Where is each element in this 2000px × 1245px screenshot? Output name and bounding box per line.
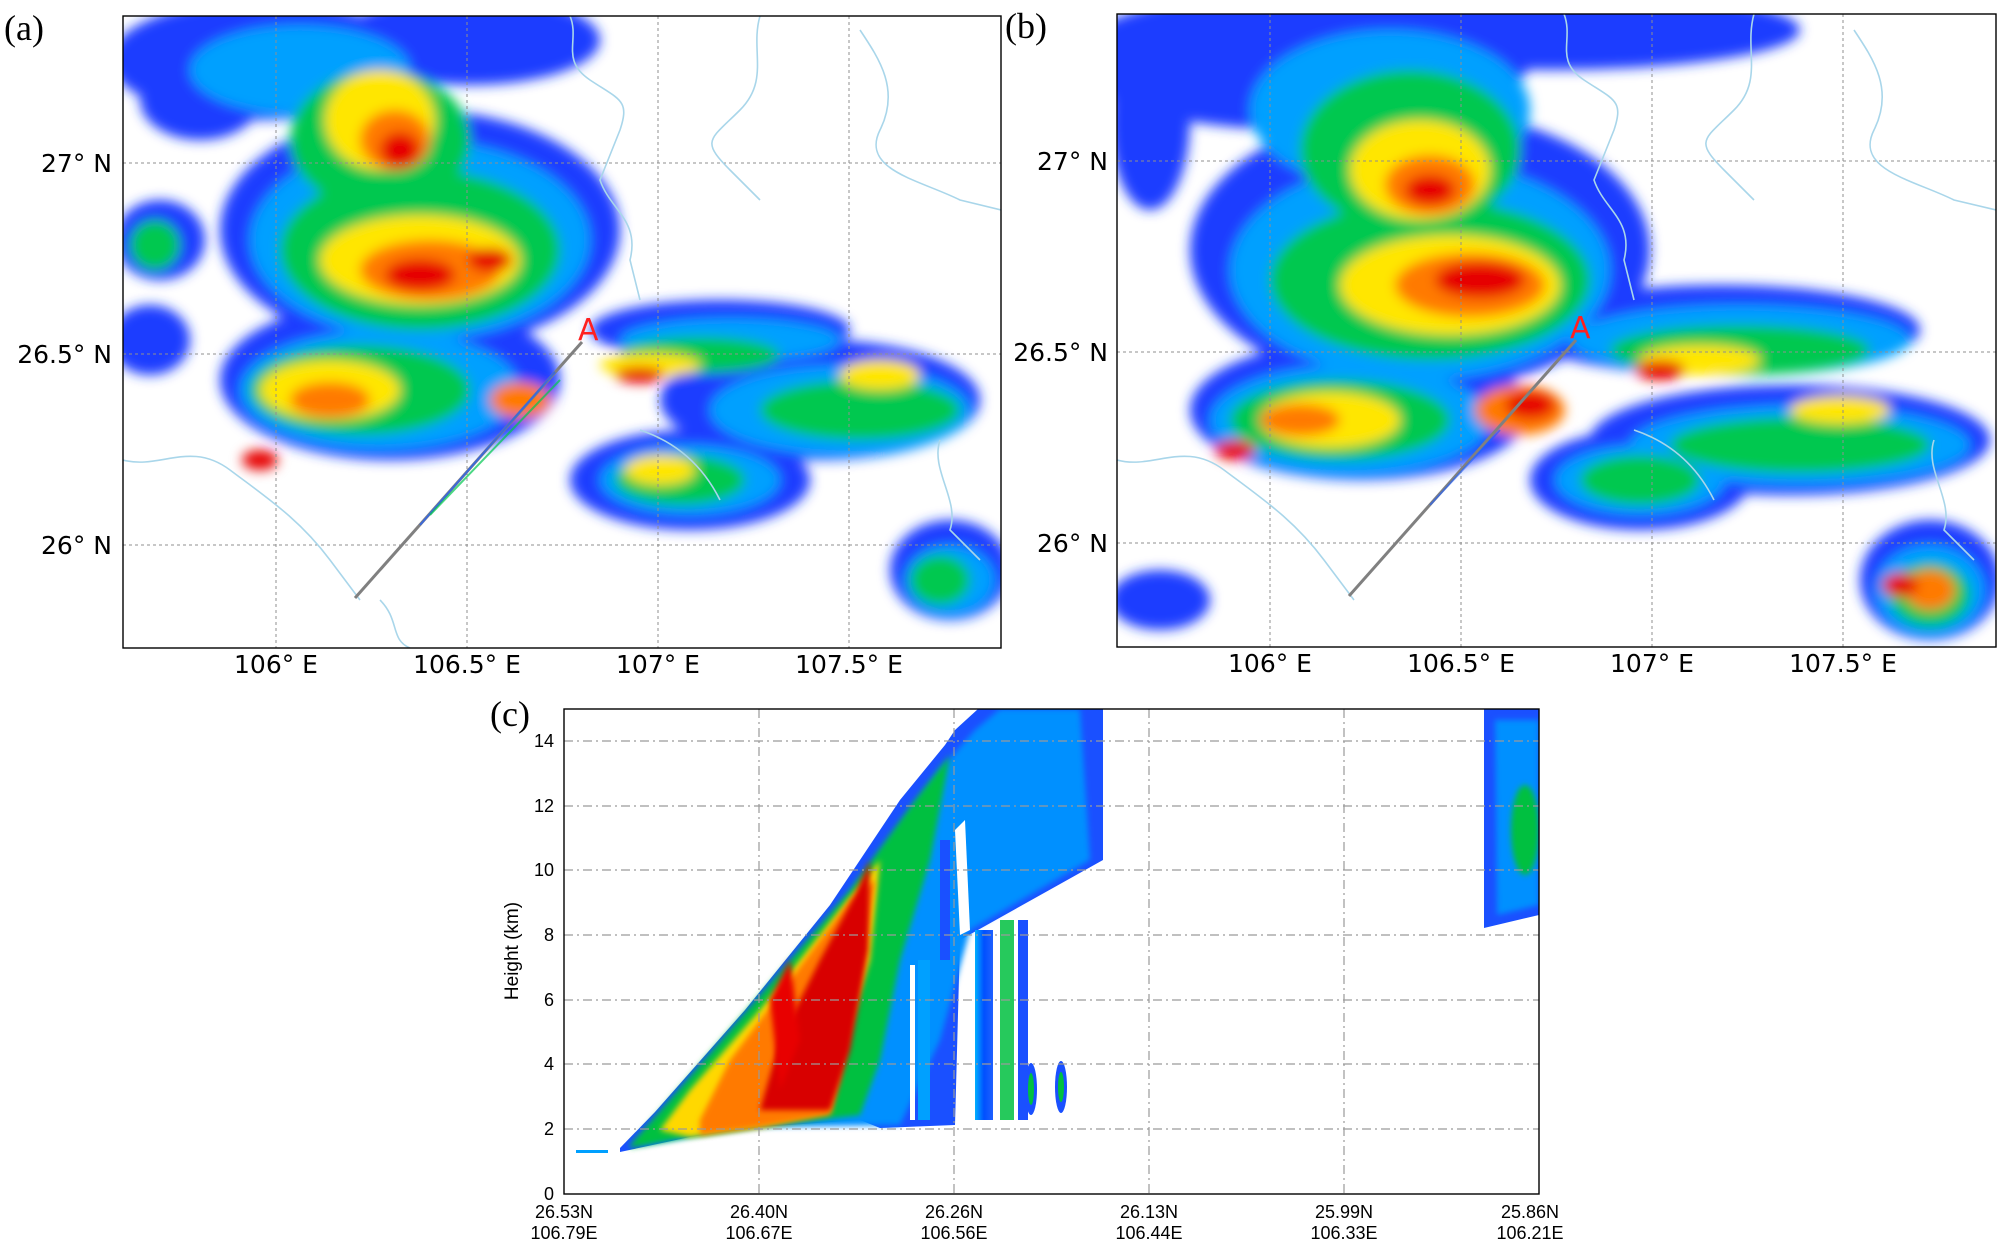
- panel-b-x-ticks: 106° E 106.5° E 107° E 107.5° E: [1228, 649, 1897, 678]
- panel-a-gridlines: [123, 16, 1001, 648]
- panel-c-y-tick: 14: [534, 731, 554, 751]
- panel-a-y-ticks: 27° N 26.5° N 26° N: [17, 149, 112, 560]
- panel-b-y-tick: 27° N: [1037, 147, 1108, 176]
- panel-b-x-tick: 107.5° E: [1789, 649, 1897, 678]
- panel-a-reflectivity: [123, 16, 1001, 620]
- panel-c-y-tick: 4: [544, 1054, 554, 1074]
- panel-a-y-tick: 26° N: [41, 531, 112, 560]
- panel-c-x-tick-lat: 25.86N: [1501, 1202, 1559, 1222]
- panel-c-x-tick-lat: 26.53N: [535, 1202, 593, 1222]
- panel-b-point-label: A: [1570, 311, 1591, 346]
- panel-a-y-tick: 26.5° N: [17, 340, 112, 369]
- panel-c-x-tick-lat: 25.99N: [1315, 1202, 1373, 1222]
- panel-c-y-tick: 10: [534, 860, 554, 880]
- panel-c: (c): [490, 694, 1564, 1243]
- panel-b-map: [1117, 14, 1996, 647]
- panel-a-x-tick: 107° E: [616, 650, 700, 679]
- panel-b-borders: [1117, 14, 1996, 601]
- panel-b-y-tick: 26.5° N: [1013, 338, 1108, 367]
- panel-c-x-ticks: 26.53N 106.79E 26.40N 106.67E 26.26N 106…: [530, 1202, 1563, 1243]
- panel-c-x-tick-lon: 106.44E: [1115, 1223, 1182, 1243]
- panel-a-x-tick: 107.5° E: [795, 650, 903, 679]
- panel-c-frame: [563, 708, 1540, 1195]
- panel-b-x-tick: 106° E: [1228, 649, 1312, 678]
- panel-c-x-tick-lon: 106.67E: [725, 1223, 792, 1243]
- panel-b-y-tick: 26° N: [1037, 529, 1108, 558]
- panel-a-frame: [122, 15, 1002, 649]
- panel-a-x-tick: 106° E: [234, 650, 318, 679]
- panel-b: (b): [1005, 6, 1997, 678]
- panel-c-gridlines: [564, 709, 1539, 1194]
- panel-c-y-axis-label: Height (km): [502, 902, 523, 1000]
- panel-b-x-tick: 107° E: [1610, 649, 1694, 678]
- panel-a-point-label: A: [578, 313, 599, 348]
- panel-c-y-tick: 8: [544, 925, 554, 945]
- panel-a: (a): [4, 8, 1002, 679]
- panel-c-y-tick: 0: [544, 1184, 554, 1204]
- panel-c-y-tick: 12: [534, 796, 554, 816]
- panel-c-x-tick-lon: 106.79E: [530, 1223, 597, 1243]
- panel-c-y-ticks: 0 2 4 6 8 10 12 14: [534, 731, 554, 1204]
- panel-a-x-ticks: 106° E 106.5° E 107° E 107.5° E: [234, 650, 903, 679]
- panel-c-x-tick-lon: 106.21E: [1496, 1223, 1563, 1243]
- panel-a-y-tick: 27° N: [41, 149, 112, 178]
- panel-b-label: (b): [1005, 6, 1047, 46]
- panel-c-label: (c): [490, 694, 530, 734]
- panel-b-y-ticks: 27° N 26.5° N 26° N: [1013, 147, 1108, 558]
- panel-c-y-tick: 2: [544, 1119, 554, 1139]
- panel-a-borders: [123, 16, 1001, 648]
- panel-c-cross-section: [564, 709, 1539, 1194]
- panel-c-x-tick-lon: 106.33E: [1310, 1223, 1377, 1243]
- panel-c-x-tick-lon: 106.56E: [920, 1223, 987, 1243]
- panel-c-y-tick: 6: [544, 990, 554, 1010]
- panel-b-reflectivity: [1117, 14, 1996, 640]
- panel-c-x-tick-lat: 26.13N: [1120, 1202, 1178, 1222]
- panel-c-x-tick-lat: 26.26N: [925, 1202, 983, 1222]
- panel-a-map: [123, 16, 1001, 648]
- panel-a-label: (a): [4, 8, 44, 48]
- panel-b-x-tick: 106.5° E: [1407, 649, 1515, 678]
- panel-a-x-tick: 106.5° E: [413, 650, 521, 679]
- panel-b-gridlines: [1117, 14, 1996, 647]
- panel-b-section-line: [1347, 339, 1578, 597]
- panel-b-frame: [1116, 13, 1997, 648]
- panel-c-x-tick-lat: 26.40N: [730, 1202, 788, 1222]
